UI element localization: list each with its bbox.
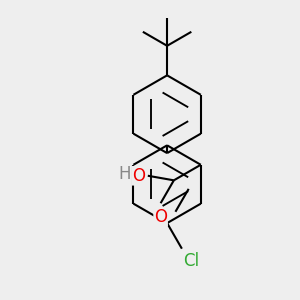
- Text: H: H: [118, 165, 131, 183]
- Text: Cl: Cl: [183, 252, 200, 270]
- Text: O: O: [154, 208, 167, 226]
- Text: O: O: [132, 167, 145, 185]
